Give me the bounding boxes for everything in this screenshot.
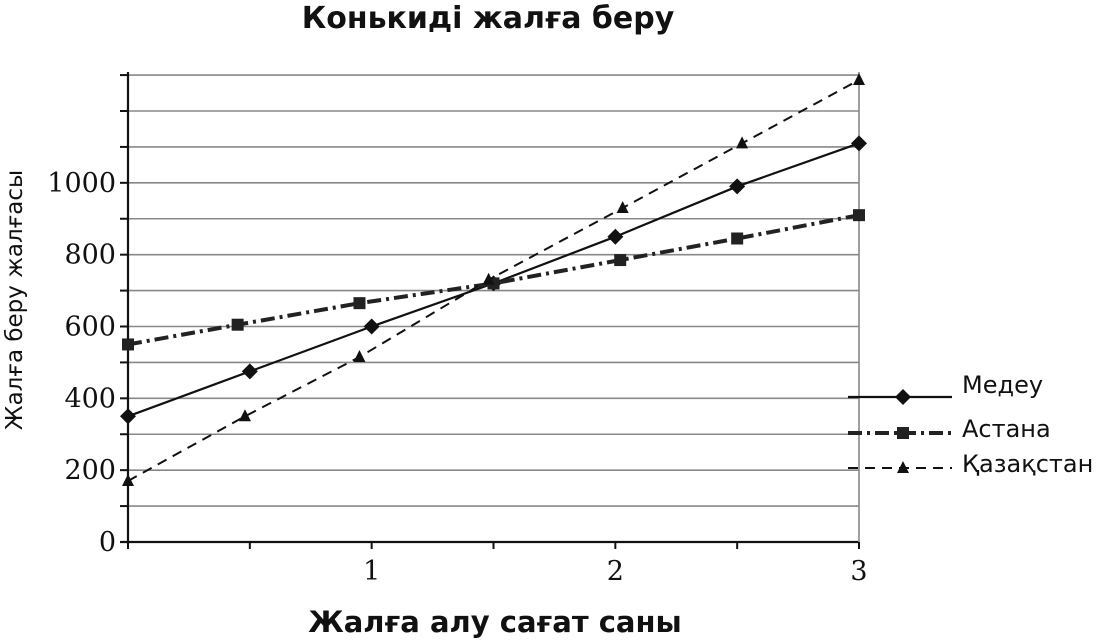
- series-3: [122, 73, 865, 486]
- data-point: [353, 350, 366, 363]
- x-tick-label: 1: [363, 556, 380, 587]
- data-point: [363, 318, 380, 335]
- data-point: [122, 473, 134, 486]
- x-tick-label: 3: [850, 556, 867, 587]
- y-tick-label: 1000: [47, 168, 116, 199]
- data-point: [482, 272, 495, 285]
- legend-marker: [897, 427, 909, 439]
- y-axis-ticks: 0 200 400 600 800 1000: [47, 74, 128, 558]
- data-point: [241, 363, 258, 380]
- data-point: [851, 135, 867, 152]
- data-point: [122, 338, 134, 351]
- data-point: [231, 318, 244, 331]
- data-point: [607, 228, 624, 245]
- y-tick-label: 0: [99, 527, 116, 558]
- y-tick-label: 400: [64, 383, 116, 414]
- y-tick-label: 600: [64, 312, 116, 343]
- x-tick-label: 2: [607, 556, 624, 587]
- y-axis-label: Жалға беру жалғасы: [2, 170, 28, 430]
- x-axis-ticks: 1 2 3: [127, 542, 868, 587]
- y-tick-label: 800: [64, 240, 116, 271]
- data-point: [614, 254, 627, 267]
- axes: [120, 72, 860, 544]
- x-axis-label: Жалға алу сағат саны: [308, 605, 682, 639]
- legend-label: Медеу: [962, 371, 1043, 399]
- data-point: [853, 209, 865, 222]
- data-point: [238, 409, 251, 422]
- legend-label: Қазақстан: [962, 450, 1093, 478]
- legend-label: Астана: [962, 415, 1051, 443]
- data-point: [853, 73, 865, 85]
- series-2: [122, 209, 865, 351]
- data-point: [120, 408, 136, 425]
- data-point: [353, 297, 366, 310]
- series-group: [120, 73, 867, 486]
- data-point: [736, 136, 749, 149]
- legend-marker: [897, 461, 909, 473]
- legend-marker: [895, 389, 911, 405]
- y-tick-label: 200: [64, 455, 116, 486]
- data-point: [616, 200, 629, 213]
- data-point: [731, 232, 744, 245]
- chart-title: Конькиді жалға беру: [302, 1, 675, 36]
- legend: Медеу Астана Қазақстан: [848, 371, 1093, 478]
- data-point: [729, 178, 746, 195]
